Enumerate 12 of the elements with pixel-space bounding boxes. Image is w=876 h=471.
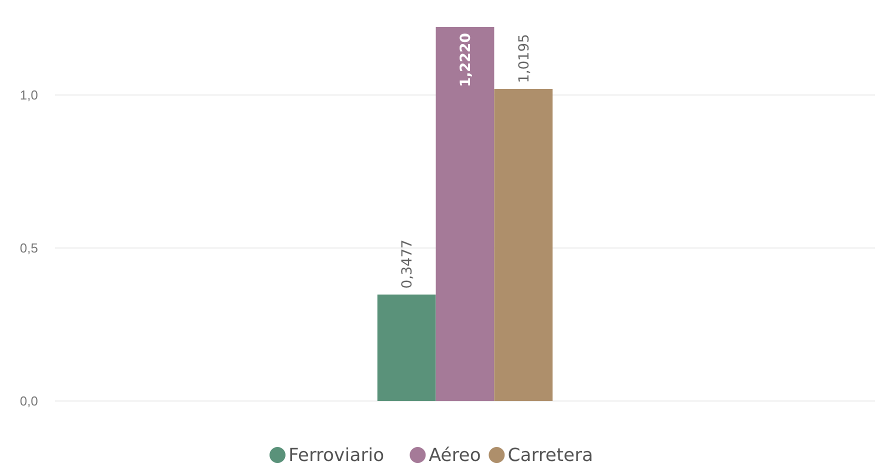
y-tick-label: 0,5: [20, 240, 38, 256]
legend-label: Carretera: [508, 445, 594, 466]
legend-label: Aéreo: [428, 445, 481, 466]
text: 1,0195: [516, 34, 532, 83]
text: 1,2220: [458, 33, 474, 88]
y-tick-label: 1,0: [20, 87, 38, 102]
text: 0,3477: [400, 240, 416, 289]
y-tick-label: 0,0: [20, 394, 38, 409]
bar: [377, 294, 436, 401]
legend-label: Ferroviario: [288, 445, 384, 466]
bar: [436, 27, 494, 401]
bar: [494, 88, 553, 401]
